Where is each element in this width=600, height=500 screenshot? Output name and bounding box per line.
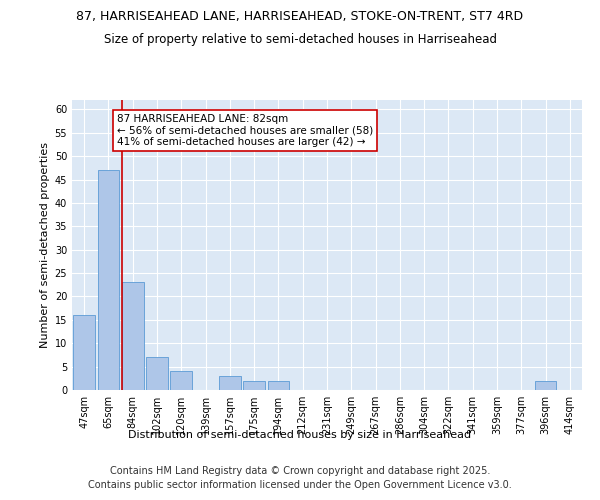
Bar	[146, 358, 168, 390]
Bar	[219, 376, 241, 390]
Text: 87 HARRISEAHEAD LANE: 82sqm
← 56% of semi-detached houses are smaller (58)
41% o: 87 HARRISEAHEAD LANE: 82sqm ← 56% of sem…	[117, 114, 373, 147]
Bar	[97, 170, 119, 390]
Text: Distribution of semi-detached houses by size in Harriseahead: Distribution of semi-detached houses by …	[128, 430, 472, 440]
Bar	[73, 315, 95, 390]
Y-axis label: Number of semi-detached properties: Number of semi-detached properties	[40, 142, 50, 348]
Bar	[535, 380, 556, 390]
Bar	[170, 372, 192, 390]
Bar	[122, 282, 143, 390]
Text: Contains HM Land Registry data © Crown copyright and database right 2025.
Contai: Contains HM Land Registry data © Crown c…	[88, 466, 512, 490]
Bar	[268, 380, 289, 390]
Text: Size of property relative to semi-detached houses in Harriseahead: Size of property relative to semi-detach…	[104, 32, 497, 46]
Text: 87, HARRISEAHEAD LANE, HARRISEAHEAD, STOKE-ON-TRENT, ST7 4RD: 87, HARRISEAHEAD LANE, HARRISEAHEAD, STO…	[76, 10, 524, 23]
Bar	[243, 380, 265, 390]
